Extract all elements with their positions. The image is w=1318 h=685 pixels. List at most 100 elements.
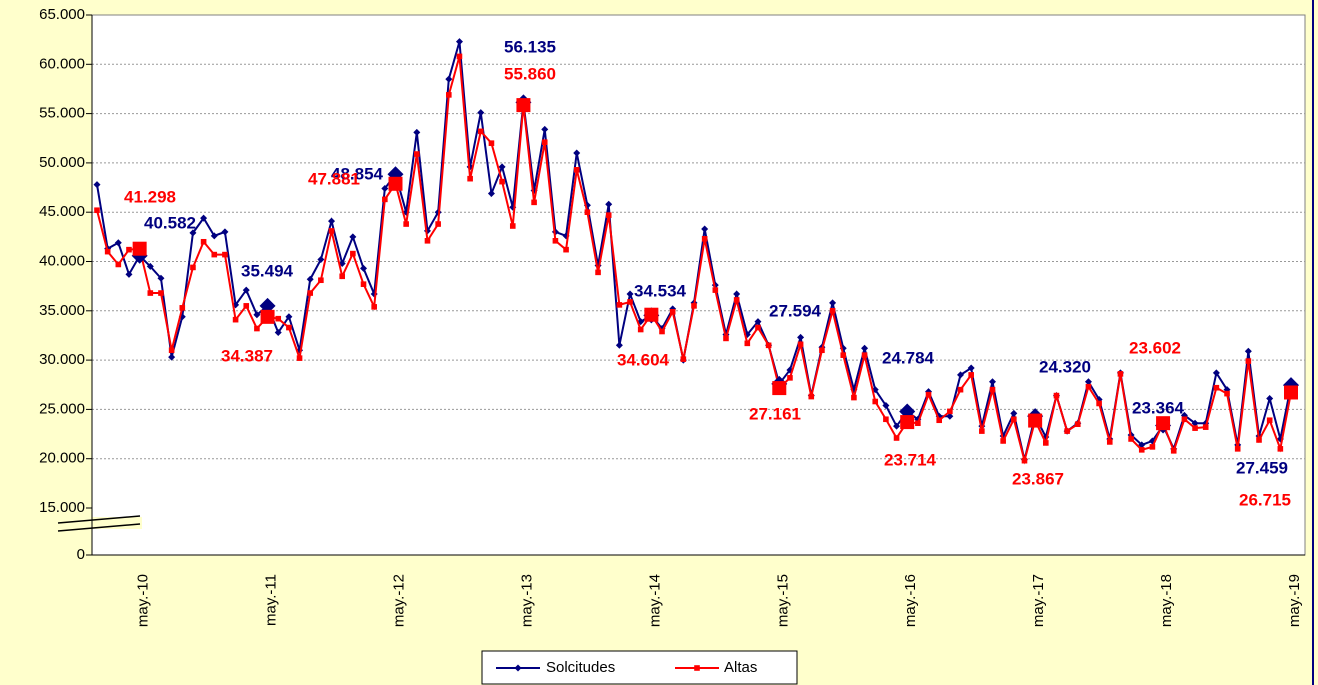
marker [1170, 448, 1177, 454]
marker [1256, 437, 1262, 443]
marker [1212, 369, 1220, 377]
data-label: 48.854 [331, 164, 384, 183]
data-label: 23.867 [1012, 469, 1064, 488]
x-tick-label: may.-15 [774, 574, 791, 627]
marker [147, 290, 154, 296]
data-label: 27.459 [1236, 458, 1288, 477]
x-tick-label: may.-16 [902, 574, 919, 627]
marker [1244, 347, 1252, 355]
legend-label: Altas [724, 659, 757, 676]
marker [882, 401, 890, 409]
axis-break-mark [57, 523, 141, 532]
marker [989, 378, 996, 386]
marker [1202, 424, 1209, 430]
marker [1266, 417, 1273, 424]
marker [701, 225, 709, 233]
marker [872, 398, 879, 405]
marker [765, 342, 772, 349]
marker [477, 109, 485, 117]
legend: Solcitudes Altas [481, 650, 798, 685]
marker [413, 128, 421, 136]
data-label: 23.714 [884, 450, 937, 469]
marker [1266, 395, 1274, 403]
y-tick-label: 15.000 [39, 499, 85, 516]
marker [328, 228, 335, 234]
marker [1191, 419, 1199, 427]
data-label: 26.715 [1239, 490, 1291, 509]
marker [296, 355, 303, 361]
highlight-marker [260, 309, 275, 324]
marker [275, 315, 282, 322]
marker [94, 207, 100, 214]
axis-break-mark [57, 515, 141, 524]
marker [626, 290, 634, 298]
data-label: 27.594 [769, 301, 822, 320]
marker [595, 269, 601, 276]
marker [1053, 392, 1060, 399]
plot-area [91, 14, 1306, 556]
y-tick-label: 25.000 [39, 400, 85, 417]
marker [925, 391, 932, 398]
marker [1224, 390, 1230, 397]
data-label: 47.881 [308, 169, 360, 188]
marker [669, 308, 676, 315]
marker [797, 333, 805, 341]
marker [829, 299, 837, 307]
marker [829, 308, 836, 314]
marker [1043, 440, 1049, 446]
marker [723, 335, 729, 342]
marker [1128, 436, 1134, 442]
marker [371, 304, 377, 310]
data-label: 27.161 [749, 404, 801, 423]
marker [541, 125, 549, 133]
marker [1192, 425, 1198, 431]
marker [456, 53, 463, 60]
marker [1245, 358, 1252, 364]
marker [605, 212, 612, 218]
marker [360, 264, 368, 272]
marker [211, 251, 218, 258]
x-tick-label: may.-13 [518, 574, 535, 627]
marker [573, 167, 580, 173]
marker [616, 302, 623, 308]
marker [274, 328, 282, 336]
marker [957, 371, 965, 379]
highlight-marker [388, 176, 403, 191]
marker [382, 196, 388, 203]
marker [307, 290, 314, 296]
marker [200, 238, 207, 245]
marker [627, 299, 633, 305]
marker [455, 38, 463, 46]
marker [615, 341, 623, 349]
marker [1064, 428, 1070, 434]
data-label: 55.860 [504, 64, 556, 83]
marker [552, 237, 559, 244]
marker [158, 290, 164, 296]
marker [967, 364, 975, 372]
data-label: 24.320 [1039, 357, 1091, 376]
marker [819, 347, 825, 354]
marker [531, 199, 537, 206]
highlight-marker [132, 241, 147, 256]
marker [1074, 421, 1081, 427]
marker [499, 178, 505, 185]
data-label: 23.602 [1129, 338, 1181, 357]
legend-marker [694, 665, 700, 671]
highlight-marker [1284, 385, 1298, 400]
marker [104, 248, 111, 255]
marker [979, 428, 985, 434]
marker [445, 75, 453, 83]
marker [126, 246, 132, 253]
marker [754, 318, 762, 326]
data-label: 23.364 [1132, 398, 1185, 417]
marker [1096, 400, 1102, 407]
marker [488, 140, 495, 146]
marker [861, 352, 868, 358]
marker [691, 303, 697, 309]
highlight-marker [644, 307, 659, 322]
marker [328, 217, 336, 225]
y-tick-label: 60.000 [39, 55, 85, 72]
marker [318, 277, 324, 284]
marker [1000, 438, 1006, 444]
